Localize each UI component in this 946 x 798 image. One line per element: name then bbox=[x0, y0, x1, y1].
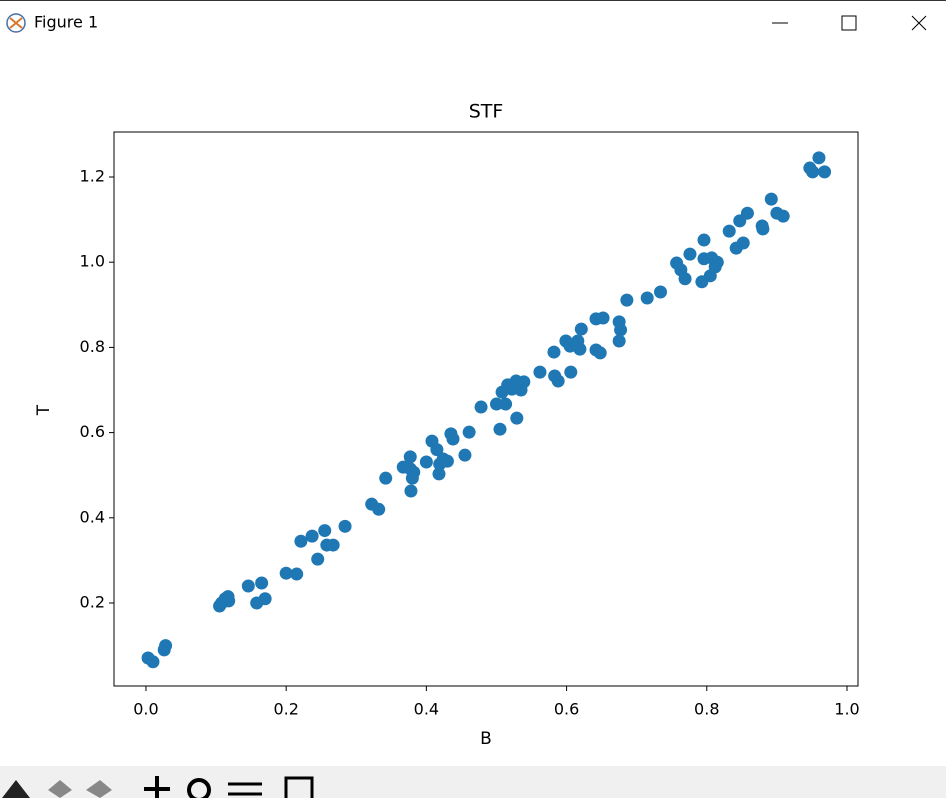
y-axis-label: T bbox=[34, 404, 54, 416]
point bbox=[776, 209, 790, 223]
point bbox=[462, 425, 476, 439]
point bbox=[722, 224, 736, 238]
point bbox=[614, 323, 628, 337]
y-tick-label: 1.0 bbox=[80, 252, 105, 271]
x-axis-label: B bbox=[480, 729, 492, 749]
point bbox=[564, 365, 578, 379]
point bbox=[574, 322, 588, 336]
x-tick-label: 0.2 bbox=[273, 700, 298, 719]
app-icon-mark bbox=[9, 17, 23, 29]
point bbox=[379, 471, 393, 485]
point bbox=[547, 345, 561, 359]
point bbox=[740, 206, 754, 220]
back-button[interactable] bbox=[48, 780, 72, 798]
point bbox=[290, 567, 304, 581]
x-tick-label: 0.0 bbox=[133, 700, 158, 719]
maximize-button[interactable] bbox=[841, 15, 857, 31]
x-tick-label: 0.8 bbox=[694, 700, 719, 719]
home-button[interactable] bbox=[2, 780, 30, 798]
point bbox=[710, 255, 724, 269]
point bbox=[806, 165, 820, 179]
point bbox=[764, 192, 778, 206]
point bbox=[279, 566, 293, 580]
point bbox=[404, 484, 418, 498]
point bbox=[403, 450, 417, 464]
point bbox=[318, 524, 332, 538]
point bbox=[338, 519, 352, 533]
chart-title: STF bbox=[469, 101, 504, 123]
pan-button[interactable] bbox=[144, 776, 170, 798]
point bbox=[146, 655, 160, 669]
forward-button[interactable] bbox=[86, 780, 112, 798]
point bbox=[510, 411, 524, 425]
y-tick-label: 0.2 bbox=[80, 593, 105, 612]
point bbox=[499, 397, 513, 411]
point bbox=[736, 236, 750, 250]
x-tick-label: 0.6 bbox=[554, 700, 579, 719]
point bbox=[222, 594, 236, 608]
y-tick-label: 0.6 bbox=[80, 422, 105, 441]
point bbox=[818, 165, 832, 179]
x-tick-label: 1.0 bbox=[834, 700, 859, 719]
y-tick-label: 1.2 bbox=[80, 166, 105, 185]
point bbox=[474, 400, 488, 414]
y-tick-label: 0.4 bbox=[80, 507, 105, 526]
point bbox=[596, 311, 610, 325]
point bbox=[241, 579, 255, 593]
point bbox=[654, 285, 668, 299]
zoom-button[interactable] bbox=[187, 778, 211, 798]
point bbox=[419, 455, 433, 469]
point bbox=[756, 222, 770, 236]
point bbox=[294, 534, 308, 548]
point bbox=[533, 365, 547, 379]
point bbox=[432, 467, 446, 481]
point bbox=[446, 432, 460, 446]
point bbox=[593, 346, 607, 360]
point bbox=[620, 293, 634, 307]
save-button[interactable] bbox=[284, 776, 314, 798]
point bbox=[812, 151, 826, 165]
close-button[interactable] bbox=[911, 15, 927, 31]
point bbox=[493, 422, 507, 436]
configure-button[interactable] bbox=[228, 782, 262, 796]
point bbox=[305, 529, 319, 543]
point bbox=[640, 291, 654, 305]
point bbox=[405, 471, 419, 485]
point bbox=[372, 502, 386, 516]
y-tick-label: 0.8 bbox=[80, 337, 105, 356]
point bbox=[159, 639, 173, 653]
point bbox=[489, 397, 503, 411]
point bbox=[258, 592, 272, 606]
toolbar bbox=[0, 766, 946, 798]
point bbox=[678, 272, 692, 286]
point bbox=[573, 342, 587, 356]
point bbox=[440, 454, 454, 468]
point bbox=[326, 538, 340, 552]
point bbox=[697, 233, 711, 247]
point bbox=[430, 443, 444, 457]
plot-frame bbox=[113, 131, 859, 687]
point bbox=[551, 374, 565, 388]
point bbox=[311, 552, 325, 566]
point bbox=[255, 576, 269, 590]
x-tick-label: 0.4 bbox=[414, 700, 439, 719]
point bbox=[517, 375, 531, 389]
window-title: Figure 1 bbox=[34, 13, 98, 32]
point bbox=[612, 334, 626, 348]
point bbox=[458, 448, 472, 462]
point bbox=[683, 247, 697, 261]
